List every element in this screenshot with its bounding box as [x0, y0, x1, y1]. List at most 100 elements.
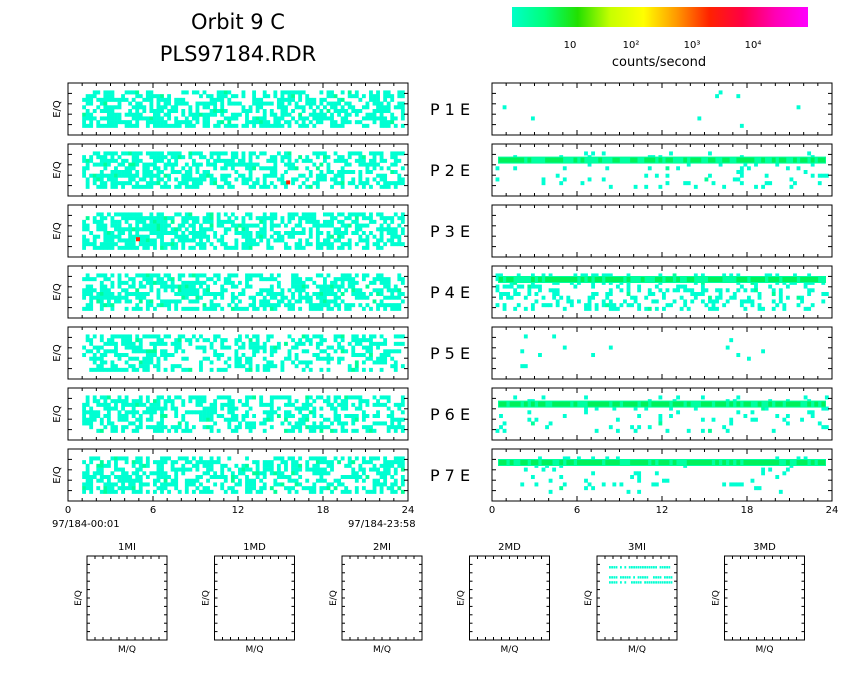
ion-x-tick: 18: [317, 505, 330, 516]
ion-panel-4: E/Q: [52, 265, 409, 319]
eq-axis-label: E/Q: [329, 590, 339, 606]
energy-x-tick: 24: [826, 505, 839, 516]
energy-panel-4: [491, 265, 833, 319]
ion-x-tick: 0: [65, 505, 71, 516]
energy-panel-ticks: [491, 143, 833, 197]
eq-axis-label: E/Q: [52, 222, 63, 240]
energy-band: [498, 276, 826, 283]
ion-x-tick: 12: [232, 505, 245, 516]
eq-axis-label: E/Q: [457, 590, 467, 606]
ion-panel-ticks: [67, 143, 409, 197]
ion-spectrogram-cells: [82, 334, 405, 372]
energy-x-tick: 12: [656, 505, 669, 516]
file-name: PLS97184.RDR: [160, 42, 317, 66]
ion-spectrogram-cells: [82, 456, 405, 494]
mass-panel-title: 3MI: [628, 542, 646, 553]
energy-panel-7: [491, 448, 833, 502]
eq-axis-label: E/Q: [52, 161, 63, 179]
count-hotspot: [286, 180, 291, 185]
colorbar-tick-1: 10: [564, 40, 577, 51]
plot-title: Orbit 9 C: [191, 10, 285, 34]
mass-panel-2mi: 2MI M/Q E/Q: [329, 542, 423, 655]
energy-panel-6: [491, 387, 833, 441]
ion-panel-6: E/Q: [52, 387, 409, 441]
ion-x-tick: 24: [402, 505, 415, 516]
ion-panel-7: E/Q: [52, 448, 409, 502]
ion-spectrogram-cells: [82, 151, 405, 189]
ion-panel-ticks: [67, 387, 409, 441]
eq-axis-label: E/Q: [74, 590, 84, 606]
panel-row-label: P 2 E: [430, 161, 470, 180]
mq-axis-label: M/Q: [501, 645, 519, 655]
energy-spectrogram-cells: [502, 90, 801, 128]
eq-axis-label: E/Q: [52, 283, 63, 301]
ion-panel-2: E/Q: [52, 143, 409, 197]
colorbar-tick-2: 10²: [623, 40, 640, 51]
ion-panel-ticks: [67, 326, 409, 380]
mass-panel-title: 1MD: [243, 542, 266, 553]
mass-counts: [609, 566, 673, 584]
time-end-label: 97/184-23:58: [348, 519, 416, 530]
energy-panel-3: [491, 204, 833, 258]
mass-panels: 1MI M/Q E/Q 1MD M/Q E/Q 2MI M/Q E/Q 2MD M/Q E/Q 3MI M…: [74, 542, 805, 655]
ion-spectrogram-cells: [82, 212, 405, 250]
ion-panel-ticks: [67, 448, 409, 502]
panel-row-label: P 4 E: [430, 283, 470, 302]
energy-panel-2: [491, 143, 833, 197]
energy-panel-ticks: [491, 448, 833, 502]
mq-axis-label: M/Q: [628, 645, 646, 655]
mass-panel-title: 1MI: [118, 542, 136, 553]
energy-panel-1: [491, 82, 833, 136]
mq-axis-label: M/Q: [118, 645, 136, 655]
energy-band: [498, 459, 826, 466]
energy-panel-ticks: [491, 204, 833, 258]
panel-grid: E/Q P 1 E E/Q P 2 E E/Q P 3 E E/Q P 4 E E/Q P 5 E…: [52, 82, 839, 516]
mass-panel-1md: 1MD M/Q E/Q: [202, 542, 295, 655]
eq-axis-label: E/Q: [52, 466, 63, 484]
colorbar-label: counts/second: [612, 55, 706, 70]
ion-panel-ticks: [67, 204, 409, 258]
ion-panel-1: E/Q: [52, 82, 409, 136]
mq-axis-label: M/Q: [756, 645, 774, 655]
ion-panel-3: E/Q: [52, 204, 409, 258]
eq-axis-label: E/Q: [712, 590, 722, 606]
mass-panel-2md: 2MD M/Q E/Q: [457, 542, 550, 655]
mass-panel-title: 3MD: [753, 542, 776, 553]
energy-band: [498, 156, 826, 164]
mass-panel-title: 2MI: [373, 542, 391, 553]
eq-axis-label: E/Q: [584, 590, 594, 606]
energy-spectrogram-cells: [520, 334, 766, 369]
ion-panel-ticks: [67, 265, 409, 319]
mq-axis-label: M/Q: [246, 645, 264, 655]
ion-spectrogram-cells: [82, 90, 405, 128]
energy-band: [498, 400, 826, 408]
energy-panel-5: [491, 326, 833, 380]
energy-x-tick: 0: [489, 505, 495, 516]
time-axis-labels: 97/184-00:01 97/184-23:58: [52, 519, 416, 530]
mass-panel-1mi: 1MI M/Q E/Q: [74, 542, 168, 655]
energy-panel-ticks: [491, 387, 833, 441]
mass-panel-3md: 3MD M/Q E/Q: [712, 542, 805, 655]
colorbar: [512, 7, 808, 27]
count-hotspot: [136, 237, 140, 242]
panel-row-label: P 3 E: [430, 222, 470, 241]
energy-panel-ticks: [491, 265, 833, 319]
energy-panel-ticks: [491, 82, 833, 136]
panel-row-label: P 5 E: [430, 344, 470, 363]
mass-panel-3mi: 3MI M/Q E/Q: [584, 542, 678, 655]
ion-spectrogram-cells: [82, 273, 405, 311]
energy-x-tick: 6: [574, 505, 580, 516]
energy-x-tick: 18: [741, 505, 754, 516]
time-start-label: 97/184-00:01: [52, 519, 120, 530]
colorbar-ticks: 10 10² 10³ 10⁴: [564, 40, 762, 51]
ion-panel-ticks: [67, 82, 409, 136]
energy-panel-ticks: [491, 326, 833, 380]
eq-axis-label: E/Q: [52, 344, 63, 362]
panel-row-label: P 7 E: [430, 466, 470, 485]
colorbar-tick-3: 10³: [684, 40, 701, 51]
mq-axis-label: M/Q: [373, 645, 391, 655]
ion-spectrogram-cells: [82, 395, 405, 433]
ion-x-tick: 6: [150, 505, 156, 516]
eq-axis-label: E/Q: [52, 100, 63, 118]
